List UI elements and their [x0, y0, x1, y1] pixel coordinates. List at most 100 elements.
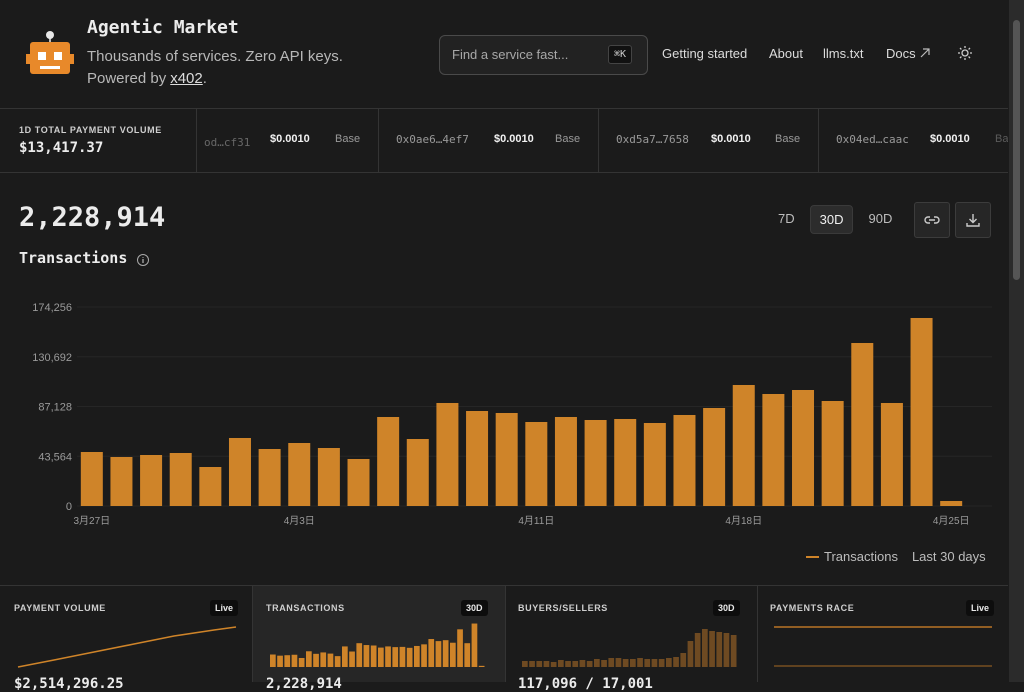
decor-bar [543, 661, 550, 667]
decor-bar [529, 661, 535, 667]
bar [169, 452, 192, 506]
transactions-sparkline [270, 623, 485, 667]
x-tick-label: 4月11日 [518, 515, 554, 527]
mini-bar [306, 651, 312, 667]
range-button[interactable]: 30D [809, 205, 854, 234]
ticker-address: od…cf31 [204, 136, 251, 149]
divider [818, 109, 819, 172]
decor-bar [730, 635, 737, 667]
bar [288, 442, 311, 506]
nav-link[interactable]: About [769, 46, 803, 61]
scroll-thumb[interactable] [1013, 20, 1020, 280]
ticker-amount: $0.0010 [930, 133, 970, 145]
theme-toggle[interactable] [957, 45, 973, 61]
tagline: Thousands of services. Zero API keys. [87, 48, 343, 65]
search-placeholder: Find a service fast... [452, 47, 569, 62]
mini-bar [320, 652, 327, 667]
ticker-label: 1D TOTAL PAYMENT VOLUME [19, 125, 162, 135]
buyers-sellers-sparkline [522, 629, 737, 667]
range-button[interactable]: 90D [868, 211, 893, 226]
decor-bar [586, 661, 593, 667]
ticker-item: od…cf31 [204, 133, 250, 151]
range-button[interactable]: 7D [778, 211, 795, 226]
x402-link[interactable]: x402 [170, 70, 203, 87]
bar [199, 467, 222, 506]
divider [0, 172, 1008, 173]
decor-bar [630, 659, 636, 667]
divider [252, 586, 253, 682]
logo [26, 31, 74, 74]
bar [406, 438, 429, 506]
y-tick-label: 130,692 [32, 352, 72, 364]
mini-bar [284, 655, 291, 667]
decor-bar [709, 631, 715, 667]
decor-bar [536, 661, 543, 667]
mini-bar [378, 647, 384, 667]
mini-bar [327, 653, 334, 667]
bar [732, 384, 755, 506]
ticker-strip: od…cf31 $0.0010 Base 0x0ae6…4ef7 $0.0010… [197, 109, 1008, 172]
bar [940, 500, 963, 506]
bar [466, 410, 489, 506]
mini-bar [313, 653, 319, 667]
card-title: BUYERS/SELLERS [518, 603, 608, 613]
nav-link[interactable]: llms.txt [823, 46, 864, 61]
scrollbar[interactable] [1009, 0, 1024, 682]
ticker-amount: $0.0010 [270, 133, 310, 145]
mini-bar [392, 647, 399, 667]
bar [703, 407, 726, 506]
ticker-address: 0x04ed…caac [836, 133, 909, 146]
mini-bar [478, 665, 485, 667]
nav-link[interactable]: Docs [886, 46, 916, 61]
bar [673, 414, 696, 506]
powered-by: Powered by x402. [87, 70, 207, 87]
decor-bar [666, 658, 672, 667]
decor-bar [601, 660, 607, 667]
info-icon[interactable] [136, 253, 150, 267]
divider [757, 586, 758, 682]
card-badge: Live [966, 600, 995, 616]
bar [377, 416, 400, 506]
bar [614, 418, 637, 506]
bar [80, 451, 103, 506]
bar [228, 437, 251, 506]
bar [821, 400, 844, 506]
mini-bar [356, 643, 363, 667]
ticker-total: $13,417.37 [19, 140, 104, 156]
divider [0, 108, 1008, 109]
bar [762, 393, 785, 506]
mini-bar [450, 642, 456, 667]
search-box[interactable]: Find a service fast... ⌘K [439, 35, 648, 75]
ticker-network: Base [555, 133, 581, 145]
decor-bar [644, 659, 651, 667]
card-title: TRANSACTIONS [266, 603, 345, 613]
card-value: 117,096 / 17,001 [518, 676, 653, 692]
y-tick-label: 43,564 [38, 451, 72, 463]
y-tick-label: 87,128 [38, 402, 72, 414]
mini-bar [399, 646, 406, 667]
card-title: PAYMENTS RACE [770, 603, 855, 613]
x-tick-label: 4月18日 [725, 515, 762, 527]
decor-bar [702, 629, 708, 667]
bar [792, 389, 815, 506]
copy-link-button[interactable] [914, 202, 950, 238]
ticker-amount: $0.0010 [494, 133, 534, 145]
ticker-address: 0xd5a7…7658 [616, 133, 689, 146]
decor-bar [694, 633, 701, 667]
race-sparkline [774, 626, 992, 667]
mini-bar [291, 654, 298, 667]
mini-bar [442, 640, 449, 667]
mini-bar [270, 654, 276, 667]
bar [495, 412, 518, 506]
chart-total: 2,228,914 [19, 202, 166, 233]
bar [584, 419, 607, 506]
mini-bar [298, 657, 305, 667]
legend: Transactions Last 30 days [806, 549, 986, 564]
card-title: PAYMENT VOLUME [14, 603, 106, 613]
site-title: Agentic Market [87, 17, 239, 38]
bar [880, 402, 903, 506]
bar [851, 342, 874, 506]
nav-link[interactable]: Getting started [662, 46, 748, 61]
download-button[interactable] [955, 202, 991, 238]
x-tick-label: 4月25日 [933, 515, 970, 527]
